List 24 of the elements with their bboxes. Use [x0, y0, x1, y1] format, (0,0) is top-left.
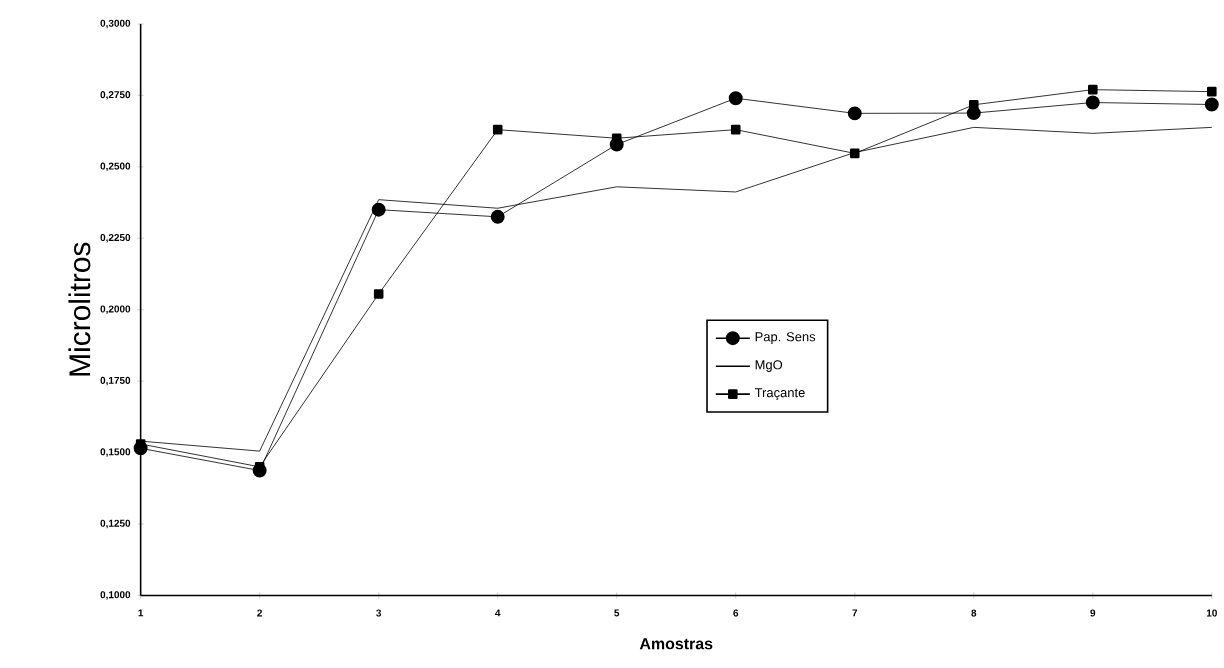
y-tick-label: 0,2250	[100, 233, 131, 243]
x-tick-label: 9	[1090, 609, 1096, 617]
y-axis-title: Microlitros	[68, 242, 91, 376]
x-tick-label: 2	[257, 609, 263, 617]
legend-label: Pap. Sens	[755, 332, 816, 344]
legend-label: MgO	[755, 360, 783, 372]
x-tick-label: 1	[138, 609, 144, 617]
y-tick-label: 0,2000	[100, 305, 131, 314]
y-tick-label: 0,2750	[100, 91, 131, 100]
x-tick-label: 3	[376, 609, 382, 617]
x-tick-label: 6	[733, 609, 739, 617]
x-tick-label: 10	[1206, 609, 1217, 617]
y-tick-label: 0,1250	[100, 519, 131, 529]
x-axis-title: Amostras	[639, 638, 713, 650]
y-tick-label: 0,1750	[100, 376, 131, 386]
x-tick-label: 5	[614, 609, 620, 617]
y-tick-label: 0,3000	[100, 19, 131, 29]
x-tick-label: 8	[971, 609, 977, 617]
legend-label: Traçante	[754, 388, 805, 400]
x-tick-label: 4	[495, 609, 501, 617]
y-tick-label: 0,2500	[100, 162, 131, 171]
y-tick-label: 0,1500	[100, 448, 131, 457]
y-tick-label: 0,1000	[100, 591, 131, 600]
x-tick-label: 7	[852, 609, 858, 617]
